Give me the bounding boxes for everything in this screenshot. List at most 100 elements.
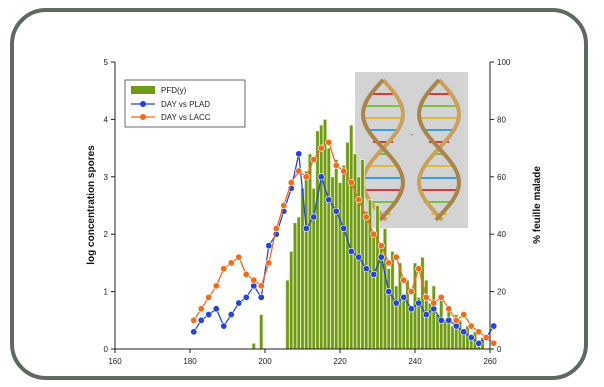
data-point [467,334,475,342]
data-point [355,196,363,204]
bar [371,233,376,350]
data-point [385,259,393,267]
data-point [437,293,445,301]
data-point [347,179,355,187]
data-point [332,161,340,169]
data-point [235,299,243,307]
data-point [340,224,348,232]
bar [341,164,346,350]
data-point [235,253,243,261]
y-tick-label: 2 [104,230,109,239]
data-point [377,242,385,250]
bar [307,153,313,350]
data-point [227,259,235,267]
data-point [400,293,408,301]
data-point [317,173,325,181]
data-point [422,311,430,319]
data-point [220,265,228,273]
legend-label: PFD(y) [161,86,187,95]
bar [319,124,324,350]
bar [442,319,448,350]
data-point [227,311,235,319]
bar [259,314,264,350]
legend: PFD(y) DAY vs PLAD DAY vs LACC [124,79,246,128]
y-tick-label: 0 [104,345,109,354]
series-2 [190,138,498,347]
data-point [370,270,378,278]
bar [397,262,403,350]
x-tick-label: 240 [408,357,422,366]
data-point [250,276,258,284]
y2-tick-label: 0 [497,345,502,354]
data-point [212,282,220,290]
data-point [475,339,483,347]
data-point [242,270,250,278]
data-point [302,224,310,232]
bar [322,119,328,350]
bar [386,268,391,350]
bar [315,130,320,350]
data-point [295,150,303,158]
data-point [445,316,453,324]
legend-marker [140,114,146,120]
axes [114,62,491,350]
dna-inset-image: → [355,72,468,228]
y2-tick-label: 80 [497,115,506,124]
data-point [490,339,498,347]
data-point [197,305,205,313]
data-point [490,322,498,330]
x-tick-label: 260 [483,357,497,366]
data-point [280,202,288,210]
data-point [310,156,318,164]
y2-tick-label: 40 [497,230,506,239]
bar [296,216,301,350]
data-point [385,288,393,296]
data-point [362,213,370,221]
data-point [310,213,318,221]
data-point [317,144,325,152]
data-point [242,293,250,301]
y-tick-label: 4 [104,115,109,124]
y-tick-label: 5 [104,58,109,67]
bar [450,325,455,350]
data-point [295,167,303,175]
y-tick-label: 1 [104,288,109,297]
data-point [355,253,363,261]
data-point [205,311,213,319]
bar [360,159,365,350]
data-point [332,207,340,215]
data-point [287,179,295,187]
bar [289,251,294,350]
data-point [325,138,333,146]
line-series [190,138,498,347]
data-point [445,305,453,313]
x-tick-label: 180 [183,357,197,366]
data-point [407,305,415,313]
bar [334,159,339,350]
data-point [392,299,400,307]
data-point [190,316,198,324]
y2-tick-label: 20 [497,288,506,297]
data-point [257,282,265,290]
data-point [220,322,228,330]
y2-tick-label: 60 [497,173,506,182]
legend-marker [140,101,146,107]
data-point [272,224,280,232]
legend-label: DAY vs LACC [161,113,211,122]
data-point [400,276,408,284]
data-point [407,288,415,296]
data-point [452,316,460,324]
data-point [415,299,423,307]
series-1 [190,150,498,347]
bar [394,285,399,350]
bar [409,308,414,350]
x-tick-label: 200 [258,357,272,366]
data-point [392,253,400,261]
data-point [482,334,490,342]
data-point [190,328,198,336]
data-point [325,196,333,204]
data-point [265,242,273,250]
data-point [422,293,430,301]
